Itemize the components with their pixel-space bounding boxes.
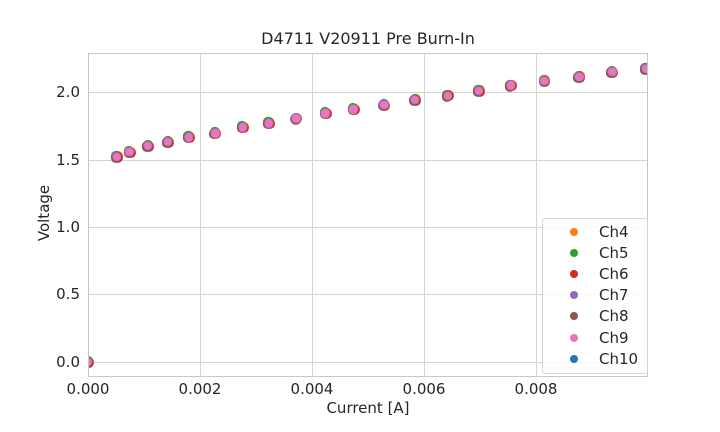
- legend-item-label: Ch4: [599, 222, 629, 241]
- legend-item: Ch9: [543, 327, 647, 348]
- x-tick-label: 0.004: [290, 380, 334, 398]
- data-point: [291, 113, 302, 124]
- y-gridline: [89, 159, 647, 161]
- y-tick-label: 0.0: [56, 352, 80, 371]
- data-point: [539, 76, 550, 86]
- data-point: [237, 122, 248, 132]
- data-point: [641, 63, 647, 74]
- y-tick-label: 0.5: [56, 285, 80, 304]
- legend-item: Ch5: [543, 242, 647, 263]
- data-point: [163, 137, 173, 147]
- data-point: [111, 152, 122, 162]
- legend-item: Ch4: [543, 221, 647, 242]
- data-point: [410, 95, 420, 105]
- data-point: [607, 67, 617, 77]
- x-gridline: [311, 54, 313, 376]
- data-point: [89, 357, 93, 367]
- legend-swatch-icon: [570, 354, 578, 363]
- legend-item-label: Ch8: [599, 307, 629, 326]
- legend-item-label: Ch7: [599, 286, 629, 305]
- data-point: [574, 71, 584, 82]
- y-axis-label: Voltage: [35, 184, 53, 242]
- data-point: [442, 90, 453, 101]
- chart-title: D4711 V20911 Pre Burn-In: [261, 29, 475, 48]
- x-gridline: [199, 54, 201, 376]
- data-point: [264, 118, 274, 128]
- x-tick-label: 0.000: [66, 380, 110, 398]
- x-tick-label: 0.006: [402, 380, 446, 398]
- data-point: [210, 128, 220, 138]
- legend-swatch-icon: [570, 312, 578, 321]
- legend-item-label: Ch5: [599, 243, 629, 262]
- legend-item: Ch6: [543, 263, 647, 284]
- legend-item: Ch8: [543, 306, 647, 327]
- y-gridline: [89, 92, 647, 94]
- data-point: [320, 108, 331, 118]
- legend-item-label: Ch9: [599, 328, 629, 347]
- data-point: [124, 147, 135, 157]
- x-axis-label: Current [A]: [326, 399, 410, 417]
- data-point: [506, 80, 516, 91]
- y-tick-label: 1.5: [56, 150, 80, 169]
- points-layer: [89, 54, 647, 376]
- legend-swatch-icon: [570, 333, 578, 342]
- y-tick-label: 2.0: [56, 83, 80, 102]
- y-gridline: [89, 294, 647, 296]
- legend-item: Ch10: [543, 348, 647, 369]
- x-tick-label: 0.002: [178, 380, 222, 398]
- x-tick-label: 0.008: [514, 380, 558, 398]
- data-point: [184, 132, 194, 142]
- legend-item-label: Ch6: [599, 264, 629, 283]
- legend-swatch-icon: [570, 227, 578, 236]
- legend-swatch-icon: [570, 269, 578, 278]
- data-point: [143, 141, 153, 151]
- y-gridline: [89, 361, 647, 363]
- data-point: [379, 100, 389, 110]
- legend-swatch-icon: [570, 291, 578, 300]
- legend-item-label: Ch10: [599, 349, 639, 368]
- data-point: [348, 104, 359, 114]
- legend: Ch4 Ch5 Ch6 Ch7 Ch8 Ch9 Ch10: [542, 218, 648, 374]
- x-gridline: [423, 54, 425, 376]
- y-gridline: [89, 226, 647, 228]
- y-tick-label: 1.0: [56, 217, 80, 236]
- legend-swatch-icon: [570, 248, 578, 257]
- legend-item: Ch7: [543, 285, 647, 306]
- data-point: [474, 86, 484, 96]
- x-gridline: [535, 54, 537, 376]
